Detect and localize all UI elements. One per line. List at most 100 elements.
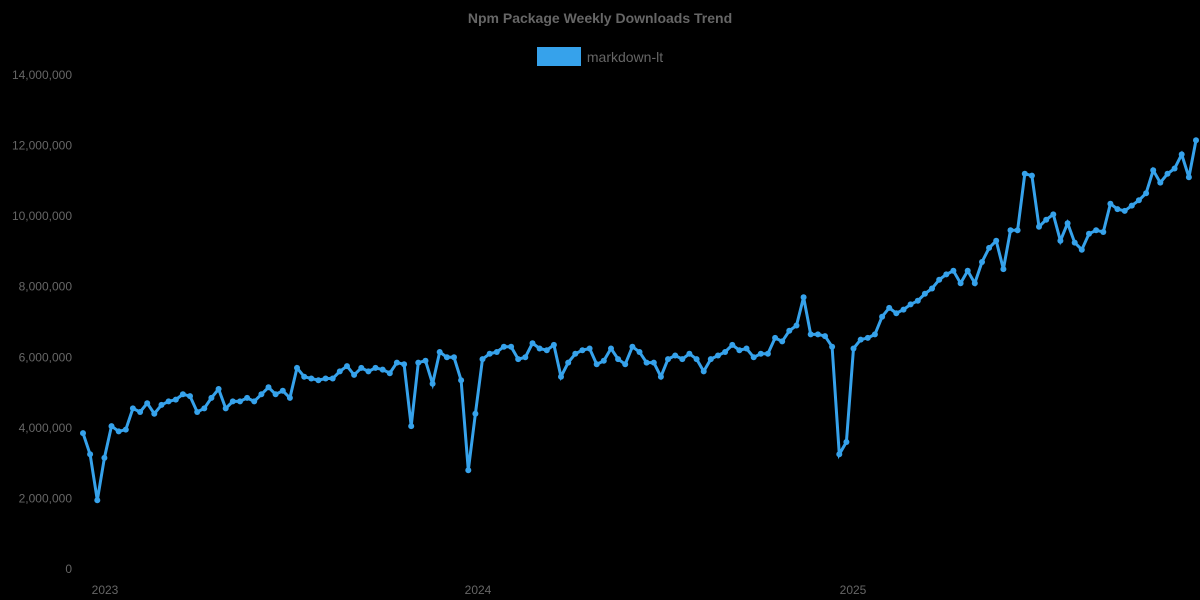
data-point[interactable] <box>800 294 807 301</box>
data-point[interactable] <box>764 350 771 357</box>
data-point[interactable] <box>172 396 179 403</box>
data-point[interactable] <box>351 371 358 378</box>
data-point[interactable] <box>1050 211 1057 218</box>
data-point[interactable] <box>129 405 136 412</box>
data-point[interactable] <box>386 370 393 377</box>
data-point[interactable] <box>1007 227 1014 234</box>
data-point[interactable] <box>365 368 372 375</box>
data-point[interactable] <box>971 280 978 287</box>
data-point[interactable] <box>843 439 850 445</box>
data-point[interactable] <box>80 430 86 437</box>
legend[interactable]: markdown-lt <box>0 47 1200 66</box>
data-point[interactable] <box>108 423 115 430</box>
data-point[interactable] <box>850 345 857 352</box>
data-point[interactable] <box>529 340 536 347</box>
data-point[interactable] <box>543 347 550 354</box>
data-point[interactable] <box>1143 190 1150 197</box>
data-point[interactable] <box>672 352 679 359</box>
data-point[interactable] <box>87 451 94 458</box>
data-point[interactable] <box>294 364 300 371</box>
data-point[interactable] <box>558 373 564 380</box>
data-point[interactable] <box>686 350 693 357</box>
data-point[interactable] <box>429 380 436 387</box>
data-point[interactable] <box>793 322 800 329</box>
data-point[interactable] <box>1178 151 1185 158</box>
data-point[interactable] <box>822 333 828 340</box>
data-point[interactable] <box>208 394 215 401</box>
data-point[interactable] <box>308 375 315 382</box>
data-point[interactable] <box>1000 266 1007 273</box>
data-point[interactable] <box>750 354 757 361</box>
data-point[interactable] <box>1157 179 1164 186</box>
data-point[interactable] <box>1043 216 1050 223</box>
data-point[interactable] <box>393 359 400 366</box>
data-point[interactable] <box>301 373 308 380</box>
data-point[interactable] <box>1135 197 1142 204</box>
data-point[interactable] <box>729 341 736 348</box>
data-point[interactable] <box>1057 237 1064 244</box>
data-point[interactable] <box>272 391 279 398</box>
data-point[interactable] <box>757 350 764 357</box>
data-point[interactable] <box>893 310 900 317</box>
data-point[interactable] <box>187 393 193 400</box>
data-point[interactable] <box>636 349 643 355</box>
data-point[interactable] <box>215 386 222 392</box>
data-point[interactable] <box>964 267 971 274</box>
data-point[interactable] <box>879 313 886 320</box>
data-point[interactable] <box>814 331 821 338</box>
data-point[interactable] <box>344 363 350 370</box>
data-point[interactable] <box>443 354 450 361</box>
data-point[interactable] <box>522 354 529 361</box>
data-point[interactable] <box>993 237 1000 244</box>
data-point[interactable] <box>422 357 429 364</box>
data-point[interactable] <box>864 334 871 341</box>
data-point[interactable] <box>94 497 101 504</box>
data-point[interactable] <box>643 359 650 366</box>
data-point[interactable] <box>743 345 750 352</box>
data-point[interactable] <box>493 349 500 355</box>
data-point[interactable] <box>536 345 543 352</box>
data-point[interactable] <box>1036 223 1042 230</box>
data-point[interactable] <box>101 454 108 461</box>
data-point[interactable] <box>707 356 714 363</box>
data-point[interactable] <box>1121 207 1128 214</box>
data-point[interactable] <box>479 356 486 363</box>
data-point[interactable] <box>950 267 957 274</box>
data-point[interactable] <box>772 334 779 341</box>
data-point[interactable] <box>500 343 507 350</box>
data-point[interactable] <box>693 356 700 363</box>
data-point[interactable] <box>629 343 636 350</box>
data-point[interactable] <box>194 409 201 415</box>
data-point[interactable] <box>372 364 379 371</box>
data-point[interactable] <box>921 290 928 297</box>
data-point[interactable] <box>871 331 878 338</box>
data-point[interactable] <box>258 391 265 398</box>
data-point[interactable] <box>508 343 515 350</box>
data-point[interactable] <box>122 426 129 433</box>
data-point[interactable] <box>1014 227 1021 234</box>
data-point[interactable] <box>736 347 743 354</box>
data-point[interactable] <box>836 451 843 458</box>
data-point[interactable] <box>665 356 671 363</box>
data-point[interactable] <box>657 373 664 380</box>
data-point[interactable] <box>1193 137 1199 144</box>
data-point[interactable] <box>451 354 457 361</box>
data-point[interactable] <box>857 336 864 343</box>
data-point[interactable] <box>379 366 386 373</box>
data-point[interactable] <box>158 401 165 408</box>
data-point[interactable] <box>458 377 465 384</box>
data-point[interactable] <box>550 341 557 348</box>
data-point[interactable] <box>679 356 686 363</box>
data-point[interactable] <box>929 285 935 292</box>
data-point[interactable] <box>329 375 336 382</box>
data-point[interactable] <box>401 361 408 368</box>
data-point[interactable] <box>179 391 186 398</box>
data-point[interactable] <box>408 423 415 430</box>
data-point[interactable] <box>237 398 243 405</box>
data-point[interactable] <box>650 359 657 366</box>
data-point[interactable] <box>415 359 422 366</box>
data-point[interactable] <box>1100 229 1107 235</box>
data-point[interactable] <box>593 361 600 368</box>
data-point[interactable] <box>608 345 614 352</box>
data-point[interactable] <box>244 394 251 401</box>
